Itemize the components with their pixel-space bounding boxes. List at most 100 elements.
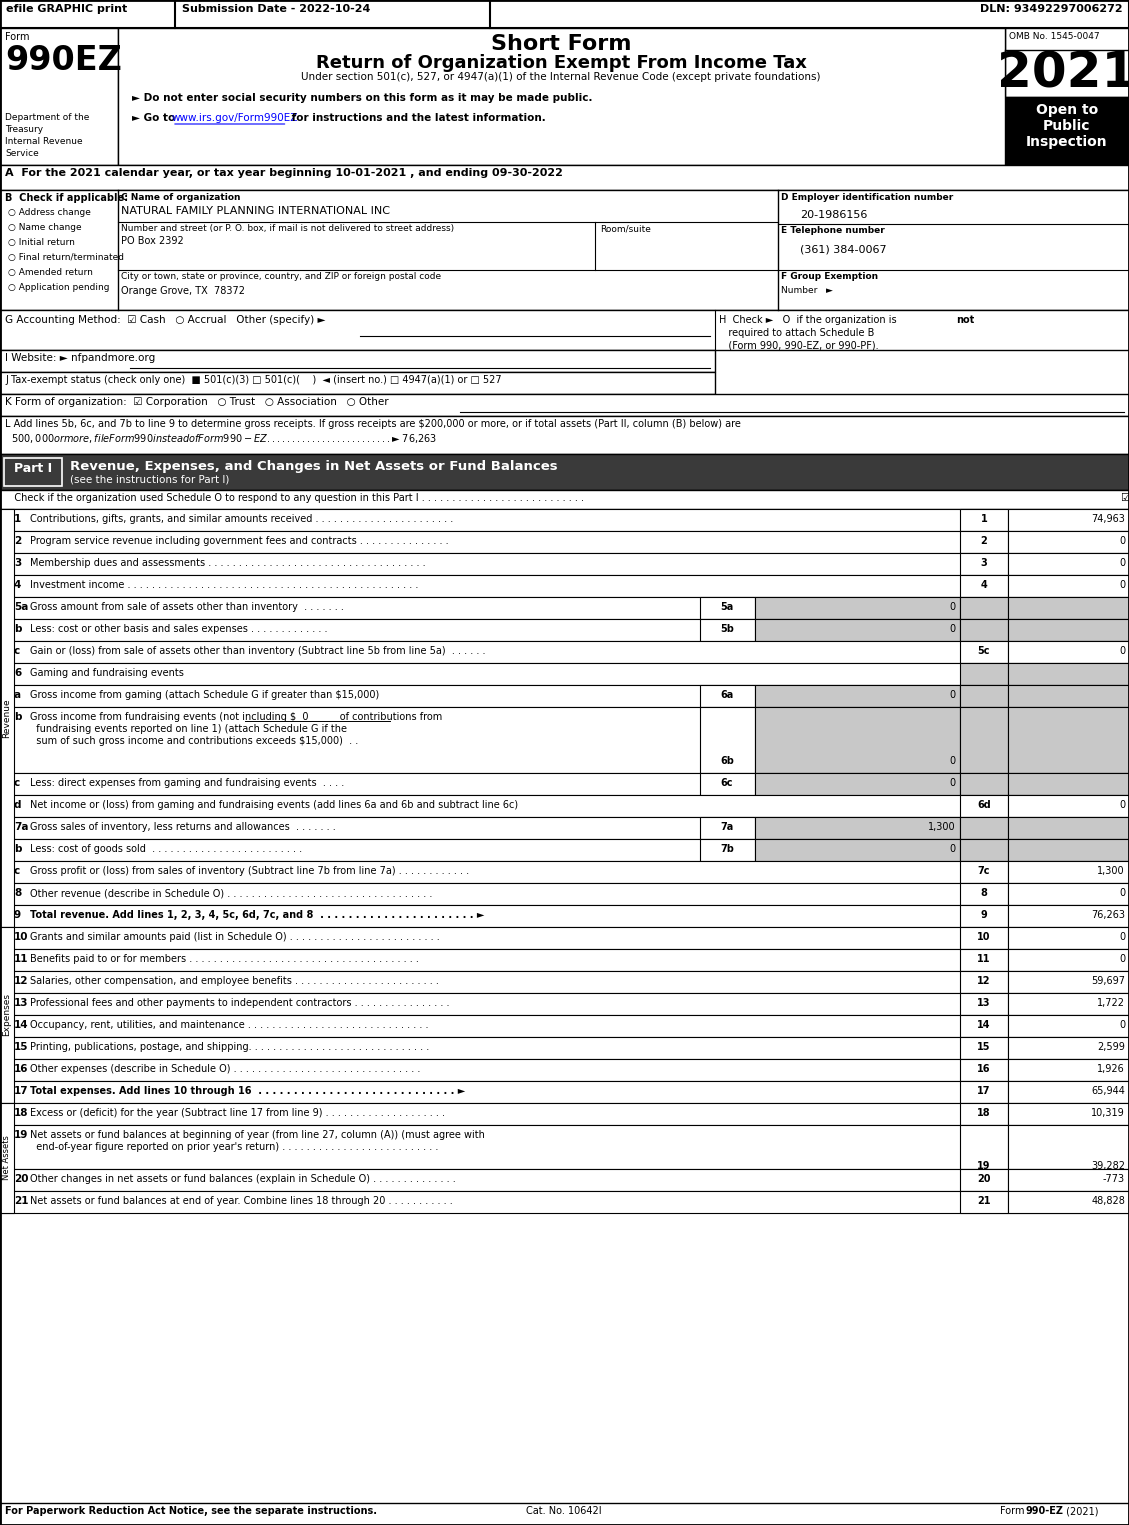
Text: L Add lines 5b, 6c, and 7b to line 9 to determine gross receipts. If gross recei: L Add lines 5b, 6c, and 7b to line 9 to …: [5, 419, 741, 429]
Bar: [0, 372, 715, 393]
Text: Number and street (or P. O. box, if mail is not delivered to street address): Number and street (or P. O. box, if mail…: [121, 224, 454, 233]
Text: 3: 3: [14, 558, 21, 567]
Text: DLN: 93492297006272: DLN: 93492297006272: [980, 5, 1123, 14]
Bar: [960, 971, 1008, 993]
Bar: [960, 773, 1008, 795]
Bar: [0, 393, 1129, 416]
Text: 9: 9: [14, 910, 21, 920]
Text: Room/suite: Room/suite: [599, 224, 651, 233]
Text: Less: cost of goods sold  . . . . . . . . . . . . . . . . . . . . . . . . .: Less: cost of goods sold . . . . . . . .…: [30, 843, 303, 854]
Bar: [0, 490, 1129, 509]
Text: Short Form: Short Form: [491, 34, 631, 53]
Bar: [960, 685, 1008, 708]
Text: 18: 18: [978, 1109, 991, 1118]
Bar: [0, 596, 1129, 619]
Text: 4: 4: [981, 580, 988, 590]
Bar: [1008, 1125, 1129, 1170]
Text: 20: 20: [14, 1174, 28, 1183]
Text: B  Check if applicable:: B Check if applicable:: [5, 194, 128, 203]
Text: 4: 4: [14, 580, 21, 590]
Text: I Website: ► nfpandmore.org: I Website: ► nfpandmore.org: [5, 352, 156, 363]
Text: 65,944: 65,944: [1091, 1086, 1124, 1096]
Text: 74,963: 74,963: [1091, 514, 1124, 525]
Text: 2: 2: [981, 535, 988, 546]
Bar: [1008, 640, 1129, 663]
Bar: [700, 685, 755, 708]
Text: Form: Form: [5, 32, 29, 43]
Bar: [700, 708, 755, 773]
Text: (see the instructions for Part I): (see the instructions for Part I): [70, 474, 229, 483]
Bar: [960, 817, 1008, 839]
Bar: [0, 1037, 1129, 1058]
Text: Expenses: Expenses: [2, 993, 11, 1037]
Text: Other changes in net assets or fund balances (explain in Schedule O) . . . . . .: Other changes in net assets or fund bala…: [30, 1174, 456, 1183]
Text: 990-EZ: 990-EZ: [1025, 1507, 1064, 1516]
Text: 39,282: 39,282: [1091, 1161, 1124, 1171]
Text: Under section 501(c), 527, or 4947(a)(1) of the Internal Revenue Code (except pr: Under section 501(c), 527, or 4947(a)(1)…: [301, 72, 821, 82]
Text: Grants and similar amounts paid (list in Schedule O) . . . . . . . . . . . . . .: Grants and similar amounts paid (list in…: [30, 932, 440, 942]
Text: b: b: [14, 712, 21, 721]
Text: A  For the 2021 calendar year, or tax year beginning 10-01-2021 , and ending 09-: A For the 2021 calendar year, or tax yea…: [5, 168, 563, 178]
Bar: [700, 596, 755, 619]
Text: Membership dues and assessments . . . . . . . . . . . . . . . . . . . . . . . . : Membership dues and assessments . . . . …: [30, 558, 426, 567]
Text: 2,599: 2,599: [1097, 1042, 1124, 1052]
Bar: [1008, 1016, 1129, 1037]
Text: Printing, publications, postage, and shipping. . . . . . . . . . . . . . . . . .: Printing, publications, postage, and shi…: [30, 1042, 429, 1052]
Bar: [5, 458, 62, 486]
Bar: [0, 454, 1129, 490]
Text: G Accounting Method:  ☑ Cash   ○ Accrual   Other (specify) ►: G Accounting Method: ☑ Cash ○ Accrual Ot…: [5, 316, 325, 325]
Bar: [960, 1103, 1008, 1125]
Text: Treasury: Treasury: [5, 125, 43, 134]
Text: b: b: [14, 624, 21, 634]
Bar: [0, 575, 1129, 596]
Bar: [0, 531, 1129, 554]
Text: 7b: 7b: [720, 843, 734, 854]
Bar: [700, 619, 755, 640]
Bar: [960, 862, 1008, 883]
Text: 0: 0: [1119, 535, 1124, 546]
Bar: [960, 663, 1008, 685]
Bar: [1005, 27, 1129, 98]
Text: 6c: 6c: [720, 778, 733, 788]
Bar: [1008, 509, 1129, 531]
Bar: [0, 708, 1129, 773]
Bar: [1008, 531, 1129, 554]
Text: $500,000 or more, file Form 990 instead of Form 990-EZ . . . . . . . . . . . . .: $500,000 or more, file Form 990 instead …: [5, 432, 437, 445]
Text: K Form of organization:  ☑ Corporation   ○ Trust   ○ Association   ○ Other: K Form of organization: ☑ Corporation ○ …: [5, 396, 388, 407]
Text: Gaming and fundraising events: Gaming and fundraising events: [30, 668, 184, 679]
Text: 0: 0: [949, 602, 956, 612]
Bar: [960, 640, 1008, 663]
Bar: [0, 904, 1129, 927]
Text: J Tax-exempt status (check only one)  ■ 501(c)(3) □ 501(c)(    )  ◄ (insert no.): J Tax-exempt status (check only one) ■ 5…: [5, 375, 501, 384]
Text: Investment income . . . . . . . . . . . . . . . . . . . . . . . . . . . . . . . : Investment income . . . . . . . . . . . …: [30, 580, 419, 590]
Text: ○ Initial return: ○ Initial return: [8, 238, 75, 247]
Text: C Name of organization: C Name of organization: [121, 194, 240, 201]
Bar: [1008, 685, 1129, 708]
Text: 15: 15: [978, 1042, 991, 1052]
Text: 0: 0: [1119, 955, 1124, 964]
Text: 12: 12: [978, 976, 991, 987]
Bar: [0, 165, 1129, 191]
Text: 19: 19: [978, 1161, 991, 1171]
Text: Less: cost or other basis and sales expenses . . . . . . . . . . . . .: Less: cost or other basis and sales expe…: [30, 624, 327, 634]
Bar: [960, 596, 1008, 619]
Text: F Group Exemption: F Group Exemption: [781, 271, 878, 281]
Bar: [960, 993, 1008, 1016]
Bar: [0, 1016, 1129, 1037]
Text: Other expenses (describe in Schedule O) . . . . . . . . . . . . . . . . . . . . : Other expenses (describe in Schedule O) …: [30, 1064, 420, 1074]
Text: 1: 1: [981, 514, 988, 525]
Text: ► Do not enter social security numbers on this form as it may be made public.: ► Do not enter social security numbers o…: [132, 93, 593, 104]
Bar: [0, 927, 1129, 949]
Text: 0: 0: [949, 756, 956, 766]
Text: 17: 17: [14, 1086, 28, 1096]
Text: 1,722: 1,722: [1097, 997, 1124, 1008]
Bar: [960, 1125, 1008, 1170]
Text: PO Box 2392: PO Box 2392: [121, 236, 184, 246]
Text: Professional fees and other payments to independent contractors . . . . . . . . : Professional fees and other payments to …: [30, 997, 449, 1008]
Text: 16: 16: [14, 1064, 28, 1074]
Bar: [1008, 575, 1129, 596]
Text: 2021: 2021: [997, 50, 1129, 98]
Text: 17: 17: [978, 1086, 991, 1096]
Text: Gross profit or (loss) from sales of inventory (Subtract line 7b from line 7a) .: Gross profit or (loss) from sales of inv…: [30, 866, 470, 875]
Text: ☑: ☑: [1120, 493, 1129, 503]
